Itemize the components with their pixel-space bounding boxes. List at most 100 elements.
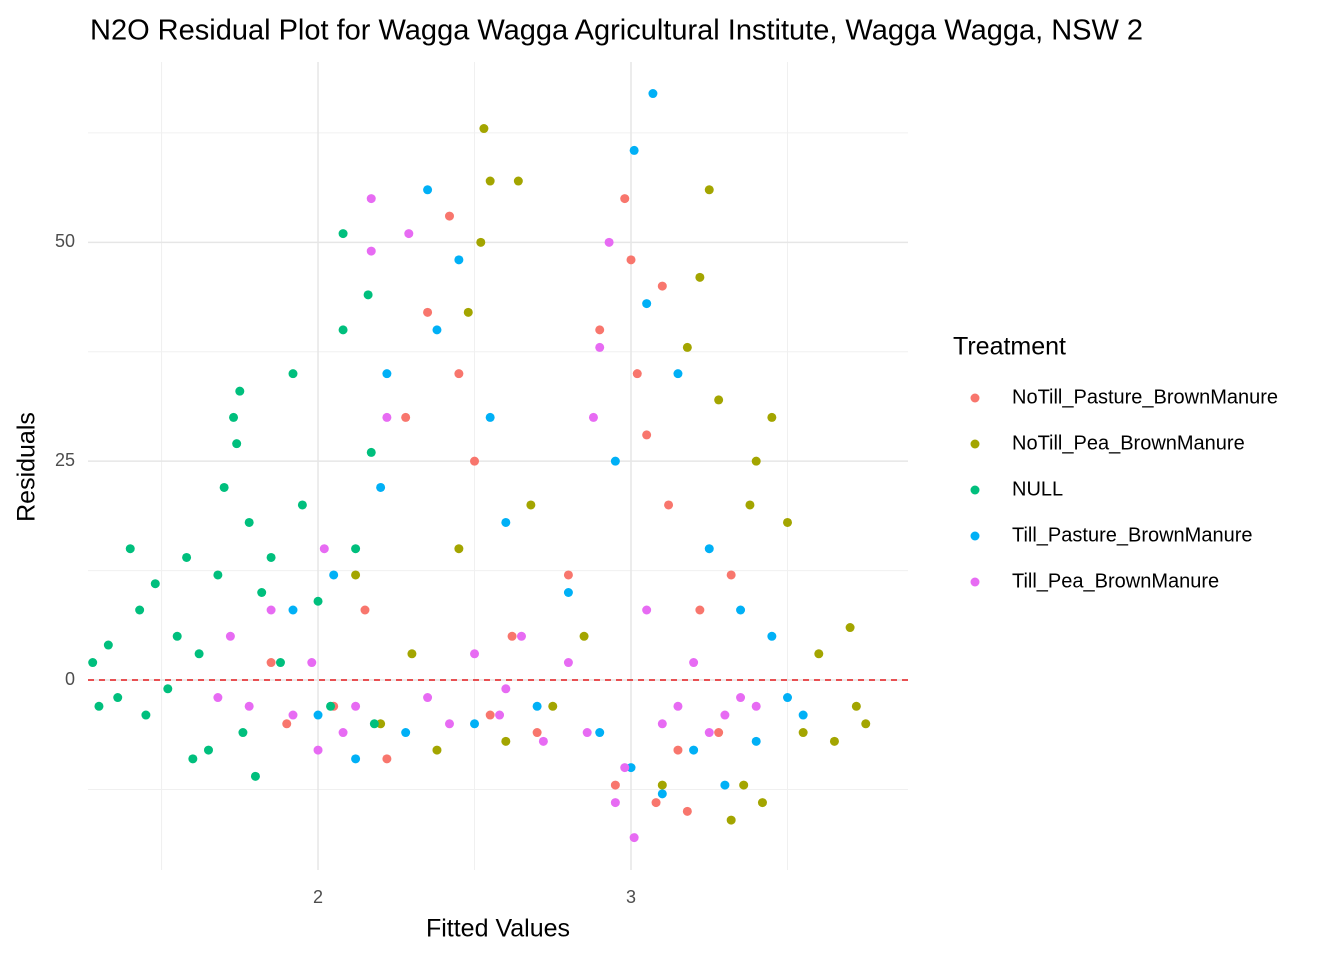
point bbox=[404, 229, 414, 239]
point bbox=[282, 719, 292, 729]
point bbox=[726, 815, 736, 825]
point bbox=[861, 719, 871, 729]
point bbox=[704, 544, 714, 554]
point bbox=[629, 145, 639, 155]
point bbox=[125, 544, 135, 554]
point bbox=[213, 570, 223, 580]
point bbox=[288, 369, 298, 379]
point bbox=[629, 833, 639, 843]
point bbox=[470, 649, 480, 659]
x-tick-label: 3 bbox=[626, 887, 636, 907]
point bbox=[329, 570, 339, 580]
point bbox=[689, 658, 699, 668]
point bbox=[150, 579, 160, 589]
legend-label: Till_Pasture_BrownManure bbox=[1012, 524, 1252, 546]
point bbox=[610, 780, 620, 790]
point bbox=[376, 719, 386, 729]
point bbox=[664, 500, 674, 510]
point bbox=[266, 658, 276, 668]
point bbox=[463, 307, 473, 317]
point bbox=[401, 728, 411, 738]
point bbox=[610, 798, 620, 808]
point bbox=[845, 623, 855, 633]
legend-label: NULL bbox=[1012, 478, 1063, 500]
point bbox=[476, 237, 486, 247]
point bbox=[563, 570, 573, 580]
point bbox=[351, 570, 361, 580]
point bbox=[485, 176, 495, 186]
point bbox=[485, 710, 495, 720]
point bbox=[423, 693, 433, 703]
point bbox=[351, 754, 361, 764]
point bbox=[444, 719, 454, 729]
point bbox=[507, 631, 517, 641]
point bbox=[648, 89, 658, 99]
point bbox=[194, 649, 204, 659]
point bbox=[610, 456, 620, 466]
point bbox=[757, 798, 767, 808]
point bbox=[642, 430, 652, 440]
point bbox=[288, 605, 298, 615]
point bbox=[307, 658, 317, 668]
point bbox=[582, 728, 592, 738]
point bbox=[767, 412, 777, 422]
point bbox=[783, 693, 793, 703]
point bbox=[626, 763, 636, 773]
point bbox=[751, 701, 761, 711]
point bbox=[736, 693, 746, 703]
point bbox=[369, 719, 379, 729]
point bbox=[657, 281, 667, 291]
point bbox=[563, 587, 573, 597]
legend-swatch bbox=[970, 485, 980, 495]
point bbox=[604, 237, 614, 247]
point bbox=[266, 605, 276, 615]
point bbox=[225, 631, 235, 641]
point bbox=[297, 500, 307, 510]
point bbox=[714, 728, 724, 738]
point bbox=[736, 605, 746, 615]
point bbox=[182, 552, 192, 562]
legend-label: NoTill_Pasture_BrownManure bbox=[1012, 386, 1278, 408]
point bbox=[351, 544, 361, 554]
point bbox=[266, 552, 276, 562]
point bbox=[366, 246, 376, 256]
point bbox=[135, 605, 145, 615]
point bbox=[382, 754, 392, 764]
point bbox=[188, 754, 198, 764]
point bbox=[751, 456, 761, 466]
point bbox=[651, 798, 661, 808]
point bbox=[360, 605, 370, 615]
y-axis-label: Residuals bbox=[13, 412, 41, 522]
point bbox=[501, 517, 511, 527]
point bbox=[814, 649, 824, 659]
point bbox=[532, 701, 542, 711]
point bbox=[470, 456, 480, 466]
point bbox=[423, 307, 433, 317]
point bbox=[203, 745, 213, 755]
legend-label: Till_Pea_BrownManure bbox=[1012, 570, 1219, 592]
legend-swatch bbox=[970, 439, 980, 449]
point bbox=[163, 684, 173, 694]
point bbox=[454, 369, 464, 379]
point bbox=[238, 728, 248, 738]
point bbox=[783, 517, 793, 527]
point bbox=[720, 710, 730, 720]
point bbox=[235, 386, 245, 396]
point bbox=[275, 658, 285, 668]
point bbox=[620, 763, 630, 773]
point bbox=[113, 693, 123, 703]
point bbox=[745, 500, 755, 510]
point bbox=[657, 789, 667, 799]
point bbox=[103, 640, 113, 650]
point bbox=[704, 185, 714, 195]
point bbox=[695, 605, 705, 615]
point bbox=[714, 395, 724, 405]
point bbox=[739, 780, 749, 790]
point bbox=[313, 710, 323, 720]
point bbox=[338, 728, 348, 738]
point bbox=[501, 684, 511, 694]
point bbox=[257, 587, 267, 597]
point bbox=[88, 658, 98, 668]
y-tick-label: 0 bbox=[65, 669, 75, 689]
point bbox=[401, 412, 411, 422]
